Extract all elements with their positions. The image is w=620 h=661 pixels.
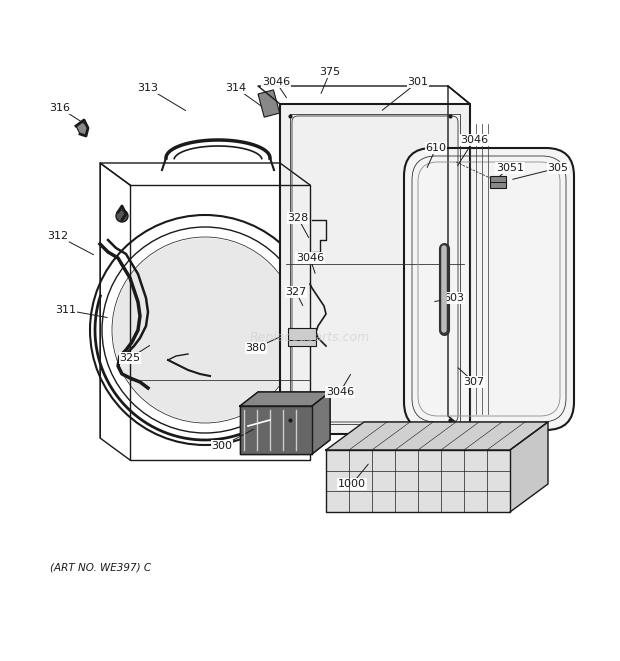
Bar	[258, 90, 280, 117]
Text: 311: 311	[56, 305, 76, 315]
Text: 327: 327	[285, 287, 307, 297]
Text: 380: 380	[246, 343, 267, 353]
Text: 3051: 3051	[496, 163, 524, 173]
Text: 3046: 3046	[296, 253, 324, 263]
Text: 1000: 1000	[338, 479, 366, 489]
Text: 313: 313	[138, 83, 159, 93]
Text: (ART NO. WE397) C: (ART NO. WE397) C	[50, 563, 151, 573]
Text: Replaceaparts.com: Replaceaparts.com	[250, 332, 370, 344]
Text: 375: 375	[319, 67, 340, 77]
Text: 301: 301	[407, 77, 428, 87]
Bar	[281, 105, 469, 433]
Text: 328: 328	[288, 213, 309, 223]
Circle shape	[116, 210, 128, 222]
Text: 3046: 3046	[460, 135, 488, 145]
Text: 316: 316	[50, 103, 71, 113]
FancyBboxPatch shape	[404, 148, 574, 430]
Bar	[288, 328, 316, 346]
Polygon shape	[240, 392, 330, 406]
Circle shape	[113, 238, 297, 422]
Text: 312: 312	[48, 231, 69, 241]
Polygon shape	[326, 450, 510, 512]
Text: 610: 610	[425, 143, 446, 153]
Text: 3046: 3046	[262, 77, 290, 87]
Text: 314: 314	[226, 83, 247, 93]
Text: 307: 307	[463, 377, 485, 387]
Text: 603: 603	[443, 293, 464, 303]
Bar	[490, 176, 506, 188]
Polygon shape	[510, 422, 548, 512]
Polygon shape	[76, 120, 88, 136]
Text: 3046: 3046	[326, 387, 354, 397]
Text: 305: 305	[547, 163, 569, 173]
Text: 325: 325	[120, 353, 141, 363]
Text: 300: 300	[211, 441, 232, 451]
Polygon shape	[312, 392, 330, 454]
Polygon shape	[240, 406, 312, 454]
Polygon shape	[326, 422, 548, 450]
